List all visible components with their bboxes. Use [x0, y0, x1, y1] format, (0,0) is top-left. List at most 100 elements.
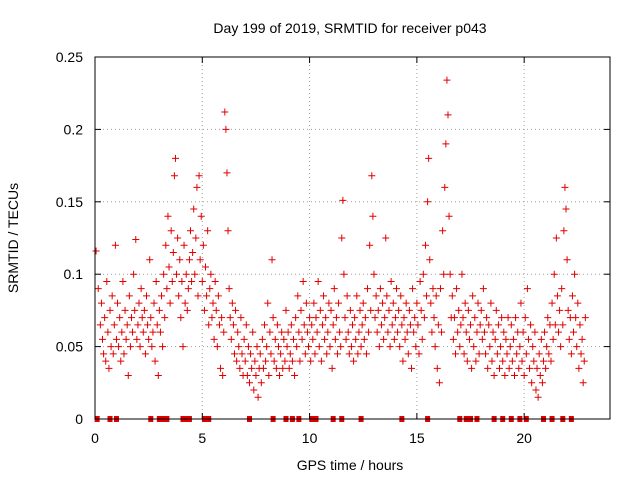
data-point	[311, 350, 319, 358]
data-point	[537, 335, 545, 343]
data-point	[381, 314, 389, 322]
data-point	[137, 285, 145, 293]
data-point	[248, 364, 256, 372]
data-point	[581, 314, 589, 322]
data-point	[256, 350, 264, 358]
data-point	[329, 321, 337, 329]
data-point	[207, 270, 215, 278]
data-points	[92, 76, 589, 422]
data-point	[141, 350, 149, 358]
data-point	[490, 372, 498, 380]
data-point	[412, 343, 420, 351]
data-point	[502, 335, 510, 343]
data-point	[374, 306, 382, 314]
data-point	[259, 364, 267, 372]
data-point	[270, 357, 278, 365]
data-point	[423, 292, 431, 300]
data-point	[186, 227, 194, 235]
data-point	[535, 350, 543, 358]
data-point	[527, 321, 535, 329]
data-point	[471, 314, 479, 322]
data-point	[317, 357, 325, 365]
x-tick-label: 0	[91, 430, 99, 446]
data-point	[176, 256, 184, 264]
data-point	[318, 321, 326, 329]
data-point	[298, 335, 306, 343]
data-point	[324, 328, 332, 336]
data-point	[265, 372, 273, 380]
data-point	[560, 227, 568, 235]
data-point	[240, 335, 248, 343]
data-point	[198, 277, 206, 285]
data-point	[488, 357, 496, 365]
data-point	[225, 285, 233, 293]
data-point	[331, 335, 339, 343]
data-point	[550, 270, 558, 278]
data-point	[564, 306, 572, 314]
data-point	[179, 343, 187, 351]
data-point	[325, 299, 333, 307]
data-point	[196, 256, 204, 264]
data-point	[112, 335, 120, 343]
data-point	[99, 335, 107, 343]
data-point	[517, 299, 525, 307]
data-point	[102, 357, 110, 365]
data-point	[506, 343, 514, 351]
data-point	[408, 364, 416, 372]
data-point	[382, 234, 390, 242]
data-point	[106, 306, 114, 314]
data-point	[558, 285, 566, 293]
data-point	[170, 172, 178, 180]
data-point	[365, 328, 373, 336]
data-point	[197, 212, 205, 220]
data-point	[160, 270, 168, 278]
data-point	[551, 321, 559, 329]
data-point	[94, 285, 102, 293]
data-point	[211, 277, 219, 285]
data-point	[163, 285, 171, 293]
data-point	[195, 172, 203, 180]
data-point	[297, 306, 305, 314]
data-point	[575, 364, 583, 372]
data-point	[241, 357, 249, 365]
data-point	[203, 292, 211, 300]
data-point	[340, 270, 348, 278]
data-point	[218, 314, 226, 322]
data-point	[295, 328, 303, 336]
data-point	[516, 343, 524, 351]
data-point	[449, 335, 457, 343]
data-point	[421, 241, 429, 249]
data-point	[117, 357, 125, 365]
data-point	[153, 321, 161, 329]
data-point	[538, 379, 546, 387]
data-point	[528, 379, 536, 387]
data-point	[214, 292, 222, 300]
data-point	[452, 350, 459, 358]
data-point	[473, 328, 481, 336]
data-point	[330, 285, 338, 293]
data-point	[308, 321, 316, 329]
data-point	[386, 343, 394, 351]
data-point	[533, 364, 541, 372]
data-point	[375, 343, 383, 351]
data-point	[366, 241, 374, 249]
data-point	[479, 285, 487, 293]
data-point	[536, 372, 544, 380]
y-tick-label: 0.25	[56, 49, 83, 65]
data-point	[109, 350, 117, 358]
data-point	[134, 321, 142, 329]
data-point	[493, 350, 501, 358]
data-point	[460, 350, 468, 358]
data-point	[289, 335, 297, 343]
data-point	[501, 372, 509, 380]
data-point	[548, 299, 556, 307]
data-point	[125, 292, 133, 300]
data-point	[347, 343, 355, 351]
data-point	[515, 364, 523, 372]
data-point	[310, 299, 318, 307]
data-point	[543, 343, 551, 351]
data-point	[262, 357, 270, 365]
data-point	[299, 277, 307, 285]
data-point	[277, 350, 285, 358]
data-point	[364, 285, 372, 293]
